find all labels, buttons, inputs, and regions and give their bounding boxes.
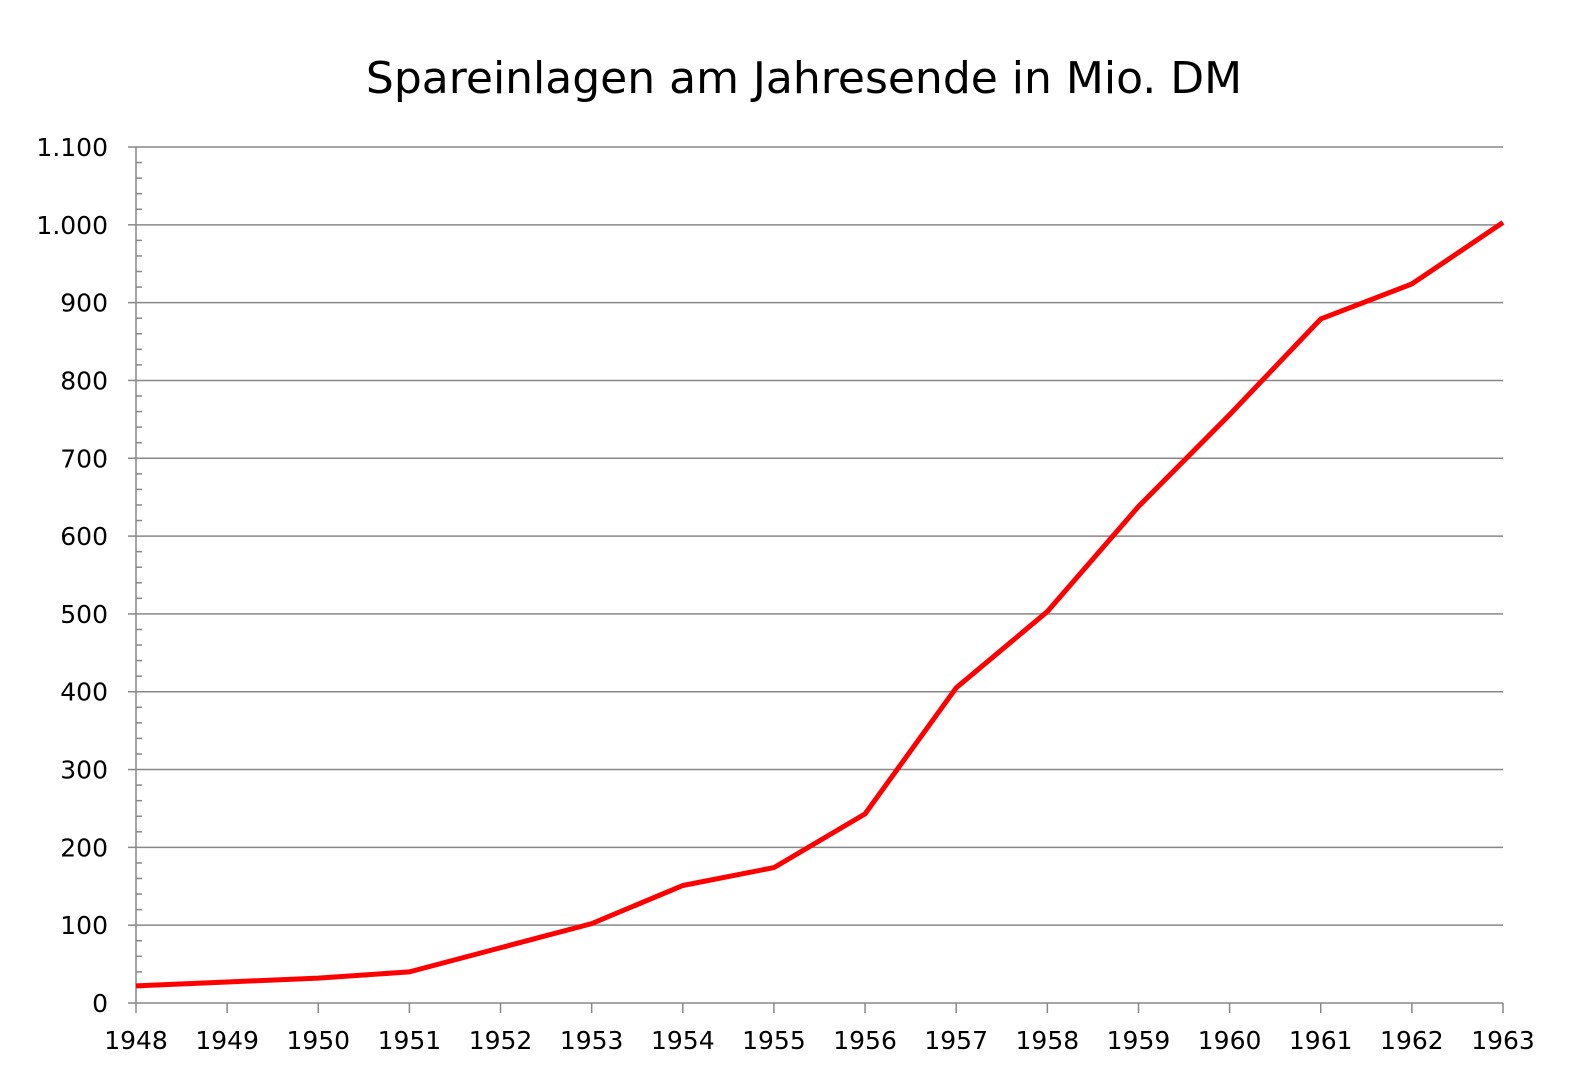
x-tick-label: 1962 xyxy=(1380,1026,1444,1055)
x-tick-label: 1957 xyxy=(924,1026,988,1055)
y-tick-label: 600 xyxy=(60,522,108,551)
x-tick-label: 1956 xyxy=(833,1026,897,1055)
y-tick-label: 100 xyxy=(60,911,108,940)
x-tick-label: 1951 xyxy=(378,1026,442,1055)
series-group xyxy=(135,220,1505,989)
y-tick-label: 200 xyxy=(60,833,108,862)
axes xyxy=(128,146,1504,1013)
gridlines xyxy=(136,146,1503,926)
x-tick-label: 1958 xyxy=(1016,1026,1080,1055)
y-tick-label: 400 xyxy=(60,678,108,707)
series-line xyxy=(135,220,1505,989)
x-tick-label: 1959 xyxy=(1107,1026,1171,1055)
y-tick-label: 900 xyxy=(60,289,108,318)
y-tick-label: 700 xyxy=(60,444,108,473)
x-tick-label: 1949 xyxy=(195,1026,259,1055)
y-tick-label: 300 xyxy=(60,756,108,785)
y-tick-label: 0 xyxy=(92,989,108,1018)
x-tick-label: 1952 xyxy=(469,1026,533,1055)
y-tick-labels: 0 100 200 300 400 500 600 700 800 900 1.000 1.100 xyxy=(36,133,108,1018)
x-tick-label: 1954 xyxy=(651,1026,715,1055)
x-tick-labels: 1948 1949 1950 1951 1952 1953 1954 1955 1956 1957… xyxy=(104,1026,1535,1055)
y-tick-label: 800 xyxy=(60,366,108,395)
x-tick-label: 1950 xyxy=(286,1026,350,1055)
x-tick-label: 1955 xyxy=(742,1026,806,1055)
chart-title: Spareinlagen am Jahresende in Mio. DM xyxy=(366,53,1242,104)
x-tick-label: 1948 xyxy=(104,1026,168,1055)
x-tick-label: 1961 xyxy=(1289,1026,1353,1055)
y-tick-label: 1.100 xyxy=(36,133,108,162)
x-tick-label: 1960 xyxy=(1198,1026,1262,1055)
y-tick-label: 1.000 xyxy=(36,211,108,240)
x-tick-label: 1963 xyxy=(1471,1026,1535,1055)
x-tick-label: 1953 xyxy=(560,1026,624,1055)
y-tick-label: 500 xyxy=(60,600,108,629)
